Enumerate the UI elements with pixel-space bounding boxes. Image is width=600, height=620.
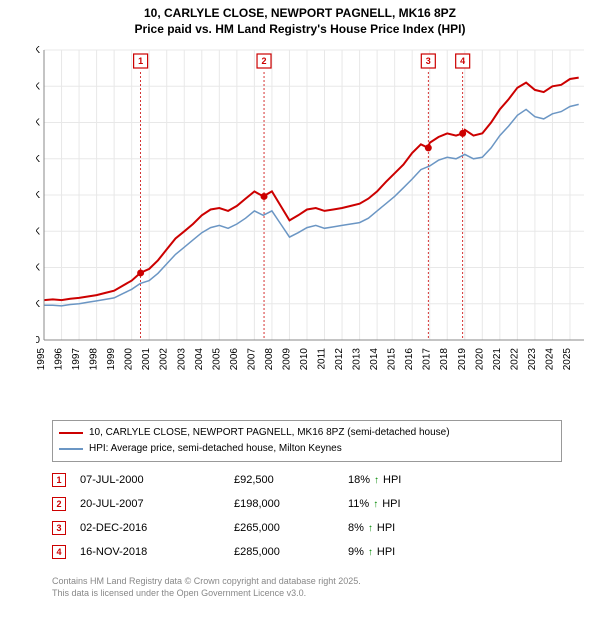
- svg-text:2024: 2024: [544, 348, 555, 371]
- sale-price: £198,000: [234, 498, 334, 510]
- legend-label: 10, CARLYLE CLOSE, NEWPORT PAGNELL, MK16…: [89, 425, 450, 441]
- svg-text:1997: 1997: [71, 348, 82, 371]
- legend-swatch: [59, 448, 83, 450]
- sales-table: 1 07-JUL-2000 £92,500 18% ↑ HPI 2 20-JUL…: [52, 468, 562, 564]
- svg-text:2011: 2011: [317, 348, 328, 370]
- svg-text:£350K: £350K: [36, 81, 40, 92]
- svg-text:2000: 2000: [124, 348, 135, 371]
- svg-text:1996: 1996: [54, 348, 65, 371]
- sale-delta: 8% ↑ HPI: [348, 522, 395, 534]
- svg-text:2009: 2009: [281, 348, 292, 371]
- sale-price: £92,500: [234, 474, 334, 486]
- svg-text:£150K: £150K: [36, 226, 40, 237]
- legend-label: HPI: Average price, semi-detached house,…: [89, 441, 342, 457]
- arrow-up-icon: ↑: [368, 547, 373, 558]
- sale-marker-badge: 2: [52, 497, 66, 511]
- sale-marker-badge: 1: [52, 473, 66, 487]
- arrow-up-icon: ↑: [374, 475, 379, 486]
- legend-item: HPI: Average price, semi-detached house,…: [59, 441, 555, 457]
- sale-date: 16-NOV-2018: [80, 546, 220, 558]
- chart-area: 1 2 3 4 £0 £50K £100K £150K £200K £250K £300K £350…: [36, 44, 588, 396]
- svg-text:1: 1: [138, 56, 143, 66]
- svg-text:£300K: £300K: [36, 118, 40, 129]
- sale-marker-badge: 3: [52, 521, 66, 535]
- svg-text:£50K: £50K: [36, 299, 40, 310]
- svg-text:2016: 2016: [404, 348, 415, 371]
- svg-text:2021: 2021: [492, 348, 503, 371]
- table-row: 3 02-DEC-2016 £265,000 8% ↑ HPI: [52, 516, 562, 540]
- svg-text:2006: 2006: [229, 348, 240, 371]
- svg-text:£250K: £250K: [36, 154, 40, 165]
- svg-text:2008: 2008: [264, 348, 275, 371]
- svg-text:£200K: £200K: [36, 190, 40, 201]
- svg-text:2004: 2004: [194, 348, 205, 371]
- svg-text:2017: 2017: [422, 348, 433, 371]
- svg-text:1995: 1995: [36, 348, 47, 371]
- sale-marker-badge: 4: [52, 545, 66, 559]
- footer-line: This data is licensed under the Open Gov…: [52, 588, 562, 600]
- footer-line: Contains HM Land Registry data © Crown c…: [52, 576, 562, 588]
- svg-text:4: 4: [460, 56, 465, 66]
- sale-price: £285,000: [234, 546, 334, 558]
- svg-text:3: 3: [426, 56, 431, 66]
- table-row: 1 07-JUL-2000 £92,500 18% ↑ HPI: [52, 468, 562, 492]
- svg-text:2001: 2001: [141, 348, 152, 371]
- svg-text:£0: £0: [36, 335, 40, 346]
- svg-text:£100K: £100K: [36, 263, 40, 274]
- chart-svg: 1 2 3 4 £0 £50K £100K £150K £200K £250K £300K £350…: [36, 44, 588, 396]
- legend-item: 10, CARLYLE CLOSE, NEWPORT PAGNELL, MK16…: [59, 425, 555, 441]
- sale-delta: 18% ↑ HPI: [348, 474, 401, 486]
- svg-text:2020: 2020: [474, 348, 485, 371]
- svg-text:2003: 2003: [176, 348, 187, 371]
- svg-text:2012: 2012: [334, 348, 345, 371]
- arrow-up-icon: ↑: [373, 499, 378, 510]
- title-line-2: Price paid vs. HM Land Registry's House …: [0, 22, 600, 38]
- svg-text:2: 2: [262, 56, 267, 66]
- title-line-1: 10, CARLYLE CLOSE, NEWPORT PAGNELL, MK16…: [0, 6, 600, 22]
- title-block: 10, CARLYLE CLOSE, NEWPORT PAGNELL, MK16…: [0, 0, 600, 39]
- svg-text:2022: 2022: [509, 348, 520, 371]
- svg-text:2002: 2002: [159, 348, 170, 371]
- table-row: 4 16-NOV-2018 £285,000 9% ↑ HPI: [52, 540, 562, 564]
- svg-text:2023: 2023: [527, 348, 538, 371]
- svg-text:1998: 1998: [89, 348, 100, 371]
- svg-text:2018: 2018: [439, 348, 450, 371]
- svg-text:2019: 2019: [457, 348, 468, 371]
- svg-text:1999: 1999: [106, 348, 117, 371]
- legend-swatch: [59, 432, 83, 435]
- table-row: 2 20-JUL-2007 £198,000 11% ↑ HPI: [52, 492, 562, 516]
- svg-text:£400K: £400K: [36, 45, 40, 56]
- chart-container: 10, CARLYLE CLOSE, NEWPORT PAGNELL, MK16…: [0, 0, 600, 620]
- footer-attribution: Contains HM Land Registry data © Crown c…: [52, 576, 562, 599]
- arrow-up-icon: ↑: [368, 523, 373, 534]
- svg-text:2025: 2025: [562, 348, 573, 371]
- svg-text:2015: 2015: [387, 348, 398, 371]
- legend: 10, CARLYLE CLOSE, NEWPORT PAGNELL, MK16…: [52, 420, 562, 462]
- svg-text:2014: 2014: [369, 348, 380, 371]
- sale-date: 07-JUL-2000: [80, 474, 220, 486]
- svg-text:2005: 2005: [211, 348, 222, 371]
- svg-text:2010: 2010: [299, 348, 310, 371]
- svg-text:2013: 2013: [352, 348, 363, 371]
- sale-date: 20-JUL-2007: [80, 498, 220, 510]
- sale-delta: 11% ↑ HPI: [348, 498, 401, 510]
- sale-date: 02-DEC-2016: [80, 522, 220, 534]
- svg-text:2007: 2007: [246, 348, 257, 371]
- sale-delta: 9% ↑ HPI: [348, 546, 395, 558]
- sale-price: £265,000: [234, 522, 334, 534]
